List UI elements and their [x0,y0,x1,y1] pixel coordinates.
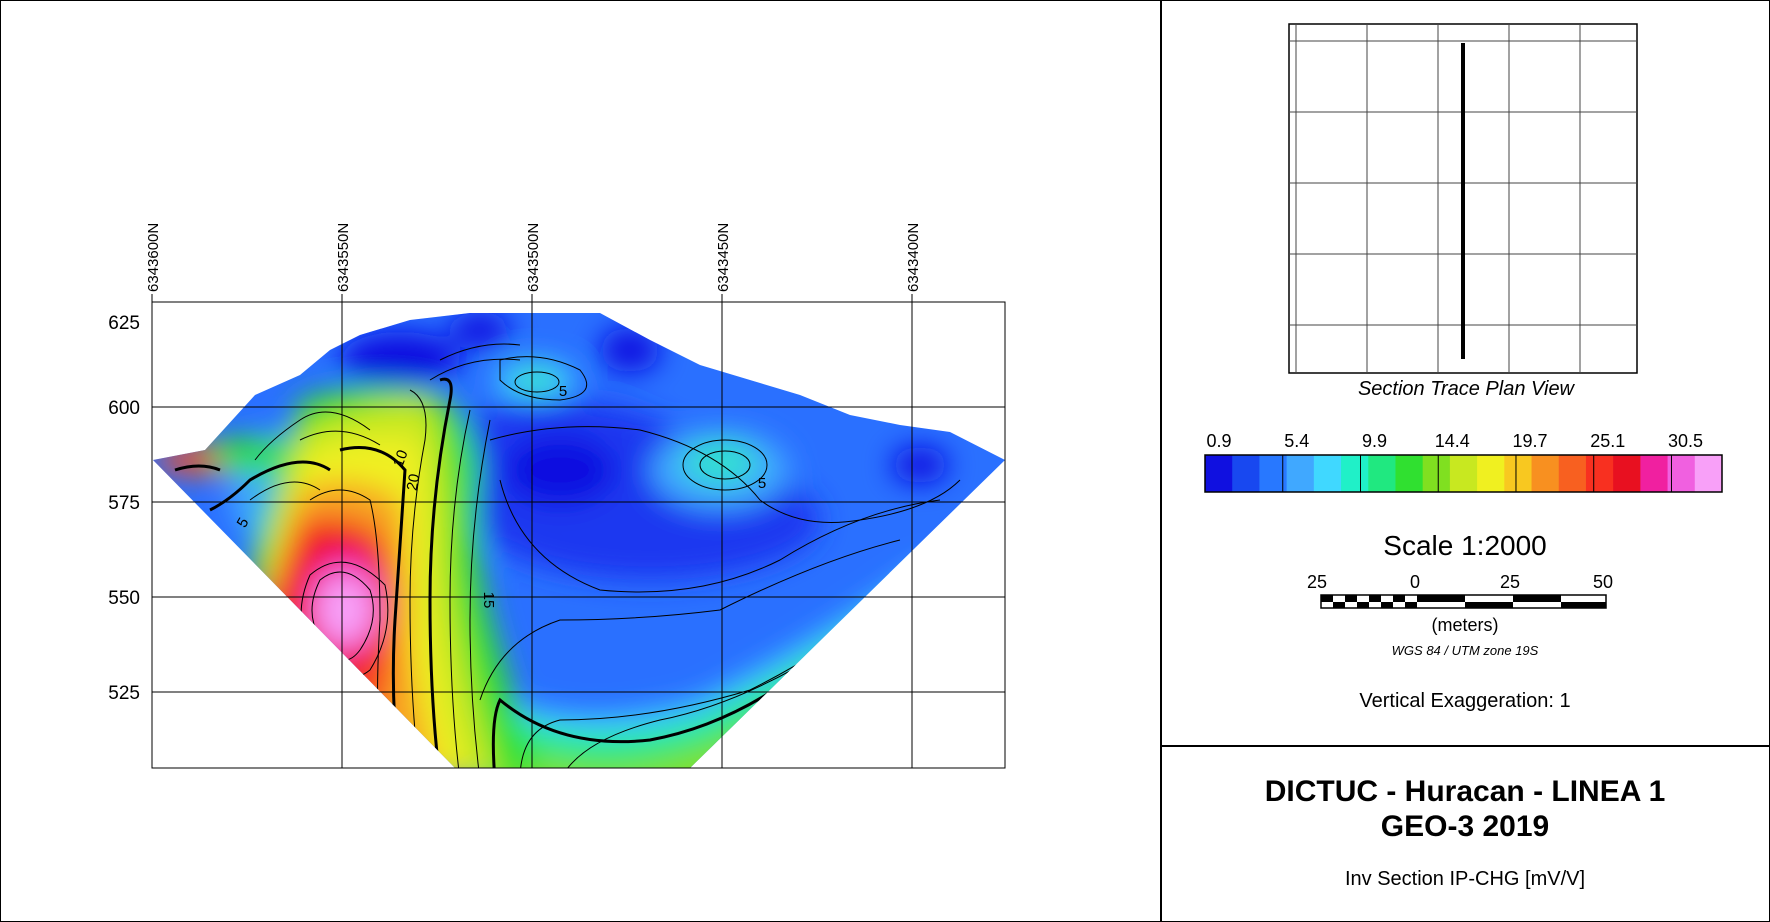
y-tick-labels: 625 600 575 550 525 [108,313,140,704]
projection-label: WGS 84 / UTM zone 19S [1391,643,1539,658]
scale-label-0: 0 [1410,572,1421,592]
contour-label: 5 [758,475,766,492]
scale-bar [1320,594,1607,609]
colorbar-tick-label: 25.1 [1590,431,1625,451]
color-swatch [1694,455,1723,492]
y-tick-label: 525 [108,683,140,704]
x-tick-label: 6343450N [715,223,732,292]
contour-lines [174,343,961,768]
color-swatch [1558,455,1587,492]
colorbar-tick-label: 0.9 [1206,431,1231,451]
scale-label-25-left: 25 [1307,572,1328,592]
plan-view-caption: Section Trace Plan View [1357,378,1575,400]
colorbar-tick-label: 30.5 [1668,431,1703,451]
section-subtitle: Inv Section IP-CHG [mV/V] [1344,868,1586,890]
plan-view-map [1288,23,1638,374]
contour-label: 20 [404,473,424,492]
section-chart: 6343600N 6343550N 6343500N 6343450N 6343400N… [108,223,1006,769]
grid-layer [151,294,1006,769]
y-tick-label: 625 [108,313,140,334]
color-swatch [1504,455,1533,492]
colorbar-tick-label: 19.7 [1512,431,1547,451]
color-swatch [1585,455,1614,492]
x-tick-label: 6343400N [905,223,922,292]
colorbar-tick-label: 5.4 [1284,431,1309,451]
color-swatch [1531,455,1560,492]
title-line-2: GEO-3 2019 [1380,810,1550,843]
color-swatch [1477,455,1505,492]
x-tick-label: 6343500N [525,223,542,292]
color-swatch [1449,455,1478,492]
y-tick-label: 600 [108,398,140,419]
color-swatch [1205,455,1233,492]
color-swatch [1232,455,1260,492]
scale-units: (meters) [1431,615,1499,635]
x-tick-labels: 6343600N 6343550N 6343500N 6343450N 6343400N [145,223,922,292]
vertical-exaggeration: Vertical Exaggeration: 1 [1359,690,1571,712]
scale-label-25-right: 25 [1500,572,1521,592]
scale-title: Scale 1:2000 [1383,530,1547,561]
color-swatch [1613,455,1641,492]
contour-label: 10 [390,448,412,469]
x-tick-label: 6343550N [335,223,352,292]
color-swatch [1422,455,1451,492]
y-tick-label: 575 [108,493,140,514]
y-tick-label: 550 [108,588,140,609]
title-line-1: DICTUC - Huracan - LINEA 1 [1264,775,1666,808]
scale-label-50: 50 [1593,572,1614,592]
color-swatch [1286,455,1315,492]
contour-label: 5 [559,383,567,400]
color-swatch [1368,455,1396,492]
color-swatch [1341,455,1369,492]
color-swatch [1640,455,1669,492]
resistivity-field [153,313,1005,768]
plot-border [151,301,1006,769]
color-swatch [1313,455,1342,492]
color-swatch [1667,455,1696,492]
contour-label: 15 [480,592,497,609]
x-tick-label: 6343600N [145,223,162,292]
vertical-divider [1160,0,1162,922]
color-swatch [1395,455,1424,492]
colorbar-tick-label: 14.4 [1435,431,1470,451]
colorbar-tick-label: 9.9 [1362,431,1387,451]
color-scale: 0.9 5.4 9.9 14.4 19.7 25.1 30.5 [1204,431,1723,493]
horizontal-divider [1160,745,1770,747]
